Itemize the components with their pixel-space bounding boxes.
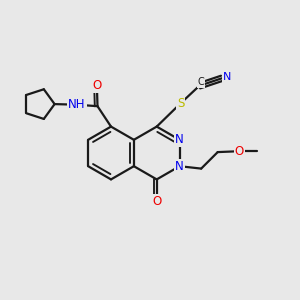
Text: N: N xyxy=(175,133,184,146)
Text: C: C xyxy=(197,77,204,87)
Text: NH: NH xyxy=(68,98,86,111)
Text: O: O xyxy=(92,79,101,92)
Text: N: N xyxy=(175,160,184,173)
Text: N: N xyxy=(223,72,231,82)
Text: O: O xyxy=(235,145,244,158)
Text: S: S xyxy=(177,97,184,110)
Text: O: O xyxy=(152,195,161,208)
